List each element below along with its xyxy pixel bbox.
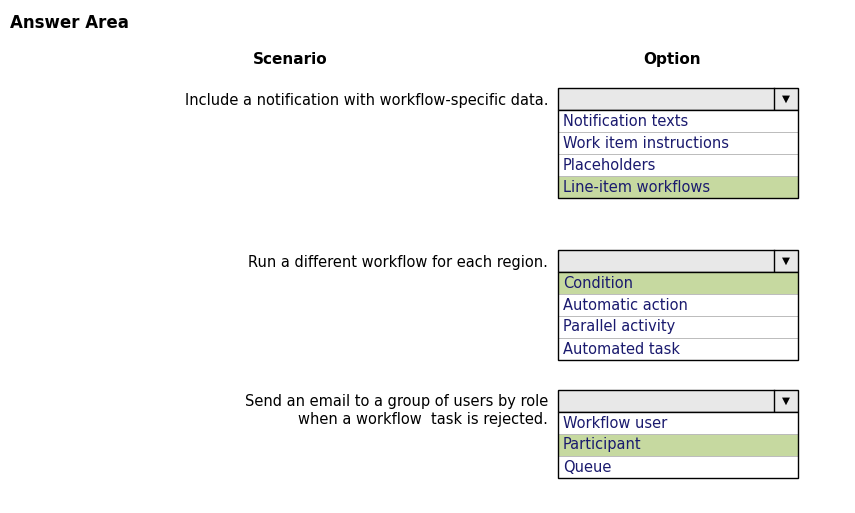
FancyBboxPatch shape [558, 132, 798, 154]
Text: Send an email to a group of users by role: Send an email to a group of users by rol… [245, 394, 548, 409]
FancyBboxPatch shape [558, 110, 798, 198]
Text: Notification texts: Notification texts [563, 113, 688, 128]
Text: Workflow user: Workflow user [563, 416, 667, 430]
FancyBboxPatch shape [558, 154, 798, 176]
Text: Run a different workflow for each region.: Run a different workflow for each region… [248, 255, 548, 270]
FancyBboxPatch shape [558, 434, 798, 456]
FancyBboxPatch shape [558, 456, 798, 478]
Text: ▼: ▼ [782, 256, 790, 266]
Text: ▼: ▼ [782, 94, 790, 104]
Text: Answer Area: Answer Area [10, 14, 129, 32]
FancyBboxPatch shape [558, 390, 798, 412]
Text: when a workflow  task is rejected.: when a workflow task is rejected. [298, 412, 548, 427]
Text: Include a notification with workflow-specific data.: Include a notification with workflow-spe… [185, 93, 548, 108]
Text: Parallel activity: Parallel activity [563, 320, 675, 334]
Text: Participant: Participant [563, 438, 641, 452]
FancyBboxPatch shape [558, 338, 798, 360]
FancyBboxPatch shape [558, 272, 798, 360]
Text: Automatic action: Automatic action [563, 298, 688, 312]
FancyBboxPatch shape [558, 412, 798, 478]
Text: Condition: Condition [563, 275, 633, 290]
FancyBboxPatch shape [558, 250, 798, 272]
FancyBboxPatch shape [558, 176, 798, 198]
FancyBboxPatch shape [558, 412, 798, 434]
Text: Queue: Queue [563, 460, 611, 475]
FancyBboxPatch shape [558, 110, 798, 132]
Text: Line-item workflows: Line-item workflows [563, 180, 711, 194]
FancyBboxPatch shape [558, 272, 798, 294]
Text: ▼: ▼ [782, 396, 790, 406]
Text: Work item instructions: Work item instructions [563, 135, 729, 150]
Text: Option: Option [643, 52, 701, 67]
FancyBboxPatch shape [558, 88, 798, 110]
FancyBboxPatch shape [558, 294, 798, 316]
FancyBboxPatch shape [558, 316, 798, 338]
Text: Placeholders: Placeholders [563, 157, 657, 172]
Text: Scenario: Scenario [253, 52, 327, 67]
Text: Automated task: Automated task [563, 342, 680, 357]
